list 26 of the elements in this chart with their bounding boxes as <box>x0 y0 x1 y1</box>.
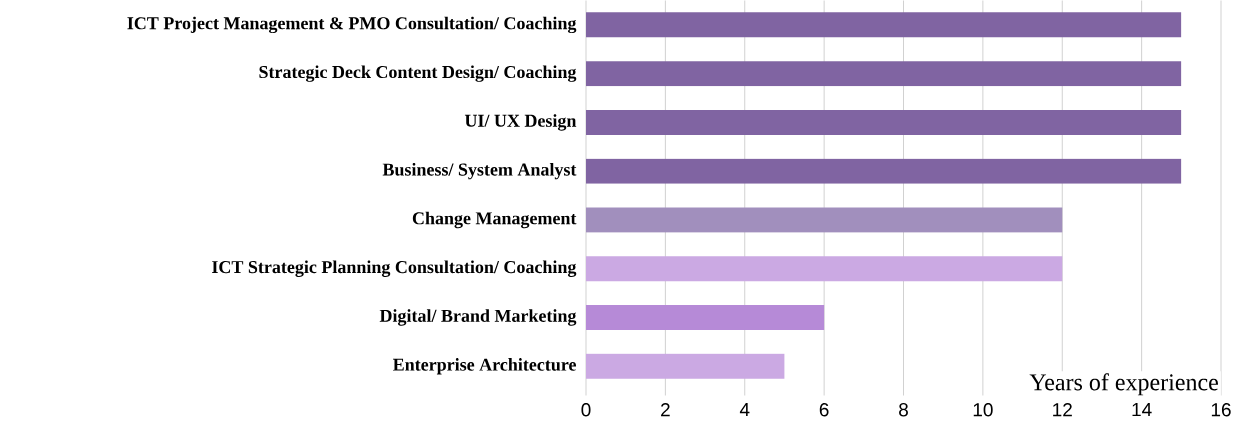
bar <box>586 255 1063 281</box>
bar <box>586 60 1182 86</box>
x-tick-label: 12 <box>1053 402 1072 417</box>
x-tick-label: 16 <box>1211 402 1231 417</box>
bar <box>586 12 1182 38</box>
y-tick-label: UI/ UX Design <box>464 113 577 131</box>
x-axis-title: Years of experience <box>1029 373 1218 396</box>
y-tick-label: Change Management <box>412 211 577 228</box>
y-tick-label: Enterprise Architecture <box>393 357 577 375</box>
bar <box>586 207 1063 233</box>
y-tick-label: ICT Strategic Planning Consultation/ Coaching <box>212 260 577 277</box>
x-tick-label: 10 <box>973 402 993 417</box>
y-tick-label: Digital/ Brand Marketing <box>379 308 577 326</box>
y-tick-label: Business/ System Analyst <box>382 162 577 180</box>
x-tick-label: 8 <box>899 402 908 417</box>
y-tick-label: Strategic Deck Content Design/ Coaching <box>259 65 577 82</box>
y-tick-label: ICT Project Management & PMO Consultation/ Coaching <box>127 16 577 33</box>
x-tick-label: 0 <box>581 402 591 417</box>
bar <box>586 304 825 330</box>
x-tick-label: 6 <box>819 402 829 417</box>
x-tick-label: 2 <box>661 402 670 417</box>
bar <box>586 109 1182 135</box>
bar <box>586 158 1182 184</box>
x-tick-label: 14 <box>1132 402 1152 416</box>
x-tick-label: 4 <box>739 402 750 416</box>
bar <box>586 353 785 379</box>
